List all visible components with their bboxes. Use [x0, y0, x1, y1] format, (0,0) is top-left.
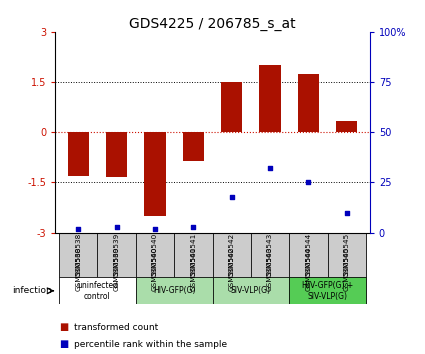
- Bar: [289, 233, 328, 277]
- Bar: [212, 233, 251, 277]
- Text: ■: ■: [60, 322, 69, 332]
- Bar: [328, 233, 366, 277]
- Bar: [59, 233, 97, 277]
- Text: ■: ■: [60, 339, 69, 349]
- Text: GSM560541: GSM560541: [190, 246, 196, 291]
- Text: GSM560541: GSM560541: [190, 233, 196, 277]
- Bar: [251, 233, 289, 304]
- Bar: [59, 277, 136, 304]
- Text: GSM560545: GSM560545: [344, 246, 350, 291]
- Bar: [251, 233, 289, 277]
- Bar: [336, 121, 357, 132]
- Bar: [289, 277, 366, 304]
- Text: GSM560540: GSM560540: [152, 246, 158, 291]
- Point: [152, 226, 159, 232]
- Bar: [136, 277, 212, 304]
- Bar: [298, 74, 319, 132]
- Title: GDS4225 / 206785_s_at: GDS4225 / 206785_s_at: [129, 17, 296, 31]
- Bar: [144, 132, 165, 216]
- Bar: [97, 233, 136, 304]
- Bar: [260, 65, 280, 132]
- Text: HIV-GFP(G) +
SIV-VLP(G): HIV-GFP(G) + SIV-VLP(G): [302, 281, 353, 301]
- Text: GSM560545: GSM560545: [344, 233, 350, 277]
- Text: GSM560539: GSM560539: [113, 233, 119, 277]
- Text: GSM560542: GSM560542: [229, 233, 235, 277]
- Bar: [221, 82, 242, 132]
- Bar: [136, 233, 174, 304]
- Bar: [97, 233, 136, 277]
- Bar: [328, 233, 366, 304]
- Text: GSM560540: GSM560540: [152, 233, 158, 277]
- Text: GSM560542: GSM560542: [229, 246, 235, 291]
- Text: infection: infection: [11, 286, 51, 295]
- Bar: [174, 233, 212, 304]
- Bar: [59, 233, 97, 304]
- Bar: [106, 132, 127, 177]
- Text: HIV-GFP(G): HIV-GFP(G): [153, 286, 196, 295]
- Bar: [68, 132, 89, 176]
- Text: GSM560539: GSM560539: [113, 246, 119, 291]
- Bar: [212, 277, 289, 304]
- Text: SIV-VLP(G): SIV-VLP(G): [231, 286, 271, 295]
- Text: percentile rank within the sample: percentile rank within the sample: [74, 339, 227, 349]
- Bar: [174, 233, 212, 277]
- Point: [190, 224, 197, 229]
- Point: [266, 166, 273, 171]
- Text: GSM560543: GSM560543: [267, 246, 273, 291]
- Text: GSM560544: GSM560544: [306, 233, 312, 277]
- Bar: [289, 233, 328, 304]
- Text: GSM560538: GSM560538: [75, 233, 81, 277]
- Bar: [183, 132, 204, 161]
- Point: [343, 210, 350, 216]
- Text: GSM560544: GSM560544: [306, 246, 312, 291]
- Point: [113, 224, 120, 229]
- Text: GSM560543: GSM560543: [267, 233, 273, 277]
- Bar: [212, 233, 251, 304]
- Point: [228, 194, 235, 199]
- Text: transformed count: transformed count: [74, 323, 159, 332]
- Bar: [136, 233, 174, 277]
- Text: uninfected
control: uninfected control: [77, 281, 118, 301]
- Text: GSM560538: GSM560538: [75, 246, 81, 291]
- Point: [305, 180, 312, 185]
- Point: [75, 226, 82, 232]
